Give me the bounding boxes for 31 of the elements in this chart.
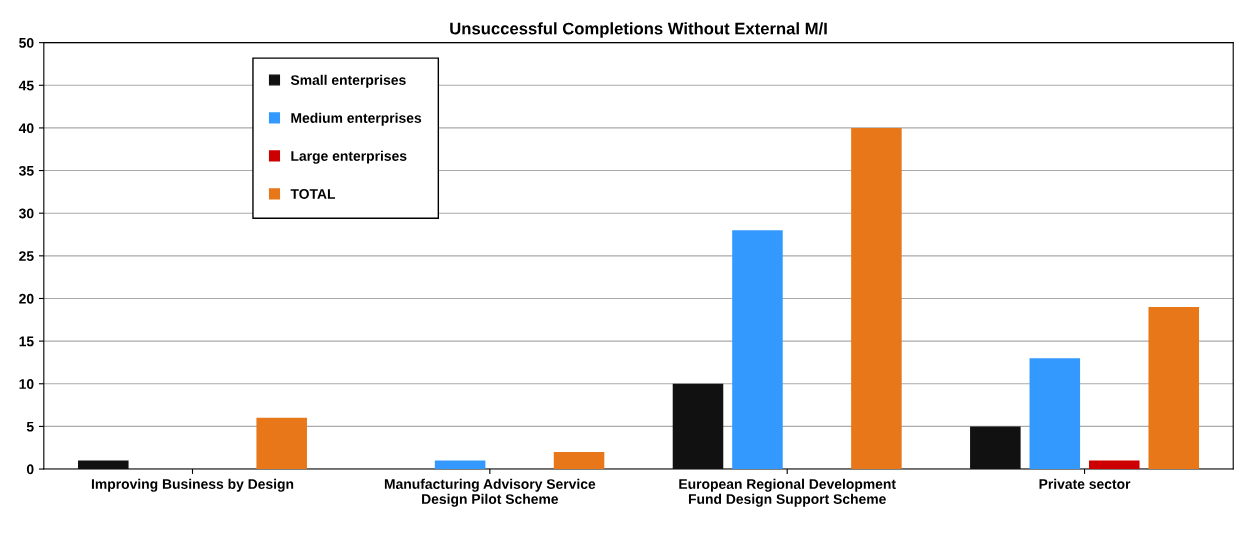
y-tick-label: 25 [19,251,34,262]
x-tick-label: Manufacturing Advisory Service Design Pilot Scheme [384,478,596,507]
x-tick-label: Improving Business by Design [91,478,294,492]
legend-label: Medium enterprises [291,112,422,126]
bar [851,127,902,470]
x-tick-label: European Regional Development Fund Design Support Scheme [679,478,896,507]
bar [78,460,129,470]
y-tick-label: 50 [19,37,34,48]
y-tick-label: 15 [19,336,34,347]
y-tick-label: 10 [19,379,34,389]
bar [1029,358,1081,470]
y-tick-label: 35 [18,165,34,176]
y-tick-label: 45 [18,80,34,91]
legend-label: TOTAL [290,189,336,199]
bar [1148,307,1200,470]
bar [256,417,307,470]
bar [672,383,724,470]
bar [434,460,486,470]
chart-title: Unsuccessful Completions Without External M/I [450,22,827,38]
x-tick-label: Private sector [1039,478,1131,489]
legend-label: Small enterprises [290,74,406,88]
legend-label: Large enterprises [291,150,407,164]
bar [553,451,605,470]
bar [970,426,1021,470]
y-tick-label: 40 [18,123,34,134]
bar [1089,460,1140,470]
y-tick-label: 0 [26,464,34,475]
bar [732,230,783,470]
y-tick-label: 5 [26,421,34,432]
y-tick-label: 20 [19,293,34,304]
y-tick-label: 30 [18,208,34,219]
